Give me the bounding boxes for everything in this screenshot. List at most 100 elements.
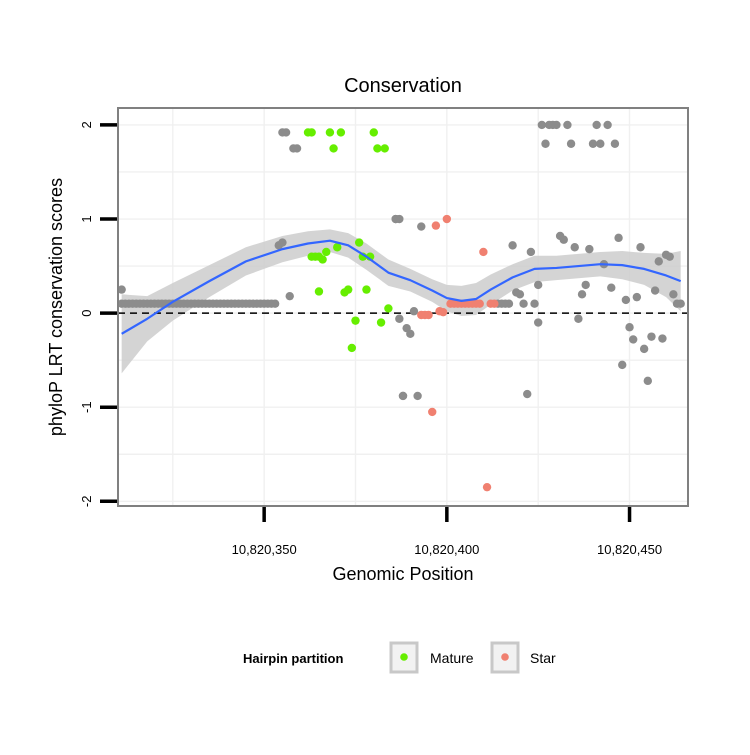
x-tick-label: 10,820,350 [232,542,297,557]
x-tick-label: 10,820,450 [597,542,662,557]
data-point-other [610,139,620,148]
legend-label-star: Star [530,650,556,666]
data-point-other [413,391,422,401]
data-point-other [636,243,645,252]
data-point-other [504,299,514,308]
data-point-mature [376,318,386,327]
legend-dot-mature [400,653,408,661]
data-point-other [552,120,561,130]
points-layer [117,120,685,492]
data-point-mature [329,144,338,153]
data-point-other [618,360,627,370]
data-point-mature [343,285,353,294]
data-point-star [482,482,492,492]
smooth-line-layer [121,239,682,335]
data-point-other [614,233,623,243]
data-point-other [285,291,294,301]
data-point-star [490,299,499,308]
data-point-other [519,299,528,308]
data-point-mature [314,287,324,296]
data-point-other [607,283,616,292]
panel-border [117,107,689,507]
data-point-star [479,247,488,257]
data-point-star [438,307,448,317]
data-point-other [665,252,674,261]
data-point-other [559,235,568,244]
legend: Hairpin partition Mature Star [243,641,556,674]
data-point-mature [369,128,378,137]
legend-item-mature: Mature [389,641,474,674]
data-point-other [628,335,638,344]
legend-label-mature: Mature [430,650,474,666]
data-point-star [442,214,452,224]
data-point-other [621,295,631,305]
y-tick-label: 0 [79,309,94,316]
data-point-mature [347,343,357,353]
legend-dot-star [501,653,509,661]
data-point-other [526,247,536,257]
data-point-other [395,314,404,323]
data-point-other [278,128,287,137]
data-point-other [654,257,663,266]
data-point-other [530,299,539,308]
data-point-other [676,299,685,308]
data-point-other [533,280,543,290]
smooth-fit-line [121,239,682,335]
data-point-other [632,292,642,302]
data-point-mature [351,316,360,325]
plot-panel [117,107,689,507]
data-point-other [570,243,579,252]
data-point-other [563,120,572,130]
data-point-mature [373,144,382,153]
data-point-other [639,344,649,354]
legend-item-star: Star [490,641,556,674]
data-point-other [596,139,605,148]
data-point-other [647,332,656,341]
y-tick-label: 1 [79,215,94,222]
data-point-other [533,318,543,327]
chart-title: Conservation [344,75,462,97]
data-point-other [581,280,590,290]
data-point-mature [307,128,316,137]
y-axis: -2 -1 0 1 2 [79,121,117,507]
data-point-other [541,139,550,148]
confidence-band [121,229,681,374]
data-point-star [475,299,484,308]
data-point-mature [380,144,389,153]
data-point-other [643,376,653,386]
data-point-other [585,244,594,254]
data-point-other [270,299,280,308]
y-tick-label: 2 [79,121,94,128]
data-point-other [508,241,517,250]
data-point-other [292,144,302,153]
data-point-other [523,389,532,399]
x-axis-label: Genomic Position [332,564,473,584]
data-point-other [391,214,400,224]
data-point-other [592,120,601,130]
data-point-other [625,323,634,332]
data-point-other [669,290,678,299]
data-point-star [431,221,441,230]
data-point-mature [362,285,371,294]
data-point-other [406,329,415,339]
data-point-other [658,334,667,343]
y-tick-label: -2 [79,496,94,508]
data-point-other [650,286,660,295]
data-point-mature [336,128,346,137]
data-point-star [428,407,437,417]
y-tick-label: -1 [79,401,94,413]
data-point-other [409,307,419,316]
confidence-band-layer [121,229,681,374]
data-point-other [574,314,583,323]
data-point-mature [333,243,342,252]
data-point-mature [322,247,331,257]
data-point-star [424,310,433,320]
data-point-other [515,290,525,299]
legend-title: Hairpin partition [243,651,343,666]
data-point-mature [325,128,335,137]
data-point-other [537,120,547,130]
legend-key-mature [389,641,419,674]
data-point-mature [384,304,393,313]
data-point-other [117,285,126,294]
